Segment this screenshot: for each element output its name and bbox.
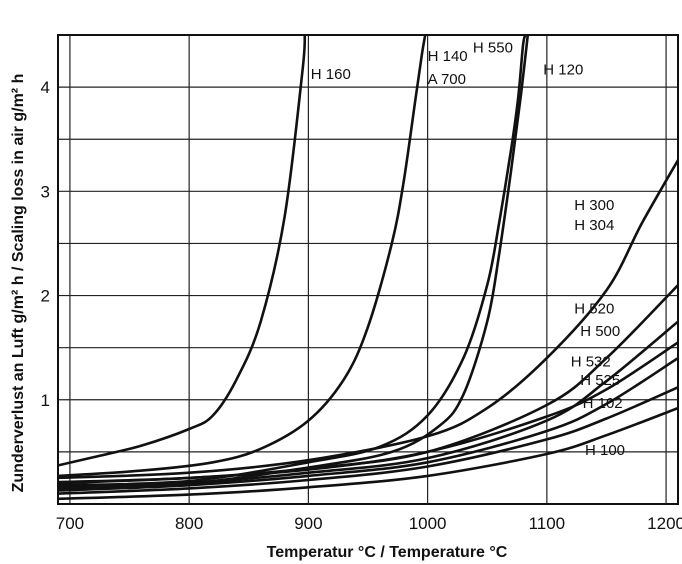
data-curves (58, 35, 678, 501)
series-line-h-100 (58, 406, 678, 501)
series-label-h-140: H 140 (428, 48, 468, 65)
series-label-h-100: H 100 (585, 442, 625, 459)
series-label-h-500: H 500 (580, 323, 620, 340)
series-line-h-550 (58, 35, 527, 487)
series-label-h-160: H 160 (311, 66, 351, 83)
x-tick-label-800: 800 (175, 514, 203, 533)
x-tick-label-1200: 1200 (647, 514, 682, 533)
y-tick-label-3: 3 (41, 182, 50, 201)
series-line-h-525 (58, 356, 678, 492)
series-label-h-120: H 120 (543, 62, 583, 79)
series-line-h-300-h-304 (58, 158, 678, 480)
y-tick-label-1: 1 (41, 391, 50, 410)
x-tick-label-700: 700 (56, 514, 84, 533)
series-label-h-304: H 304 (574, 217, 614, 234)
series-line-h-160 (58, 35, 307, 467)
plot-area-frame (57, 34, 679, 505)
y-axis-label: Zunderverlust an Luft g/m² h / Scaling l… (10, 74, 27, 493)
y-tick-label-4: 4 (41, 78, 50, 97)
series-line-h-532 (58, 341, 678, 485)
series-labels: H 160 H 140 A 700 H 550 H 120 H 300 H 304 H 520… (311, 40, 625, 459)
series-label-h-532: H 532 (571, 353, 611, 370)
x-tick-label-1100: 1100 (529, 514, 566, 533)
series-label-h-102: H 102 (583, 395, 623, 412)
series-label-h-300: H 300 (574, 197, 614, 214)
series-line-h-102 (58, 386, 678, 495)
series-line-h-500 (58, 320, 678, 490)
series-line-h-140-a-700 (58, 35, 427, 478)
x-tick-label-1000: 1000 (409, 514, 447, 533)
series-label-h-520: H 520 (574, 300, 614, 317)
x-tick-label-900: 900 (294, 514, 322, 533)
y-tick-label-2: 2 (41, 287, 50, 306)
series-label-h-550: H 550 (473, 40, 513, 57)
series-label-a-700: A 700 (428, 71, 466, 88)
series-line-h-120 (58, 35, 530, 489)
x-axis-label: Temperatur °C / Temperature °C (267, 544, 508, 561)
grid (58, 35, 678, 504)
axis-ticks: 700 800 900 1000 1100 1200 1 2 3 4 (41, 78, 682, 533)
series-label-h-525: H 525 (580, 372, 620, 389)
